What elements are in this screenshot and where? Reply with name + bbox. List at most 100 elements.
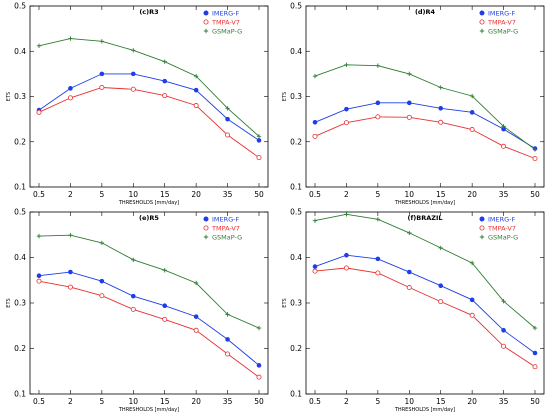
y-tick-label: 0.3 — [290, 92, 302, 101]
data-point — [501, 124, 506, 129]
x-tick-label: 0.5 — [309, 190, 321, 199]
data-point — [438, 245, 443, 251]
y-tick-label: 0.1 — [14, 390, 26, 399]
x-tick-label: 15 — [160, 190, 170, 199]
x-tick-label: 2 — [68, 190, 73, 199]
data-point — [68, 233, 73, 238]
x-tick-label: 35 — [499, 397, 509, 406]
y-tick-label: 0.5 — [14, 2, 26, 11]
x-tick-label: 5 — [375, 397, 380, 406]
y-tick-label: 0.4 — [290, 47, 302, 56]
series-line-gsmap-g — [314, 64, 536, 150]
legend-label: GSMaP-G — [488, 28, 518, 36]
data-point — [344, 212, 349, 217]
legend-marker — [479, 225, 485, 231]
data-point — [130, 306, 136, 312]
legend-entry-imerg-f: IMERG-F — [479, 216, 516, 224]
x-tick-label: 35 — [223, 397, 233, 406]
x-tick-label: 20 — [467, 397, 477, 406]
data-point — [312, 264, 318, 269]
legend-label: TMPA-V7 — [487, 225, 516, 233]
data-point — [193, 73, 199, 79]
data-point — [375, 114, 381, 120]
legend-label: TMPA-V7 — [211, 225, 240, 233]
x-tick-label: 50 — [530, 190, 540, 199]
series-line-imerg-f — [314, 102, 536, 149]
data-point — [130, 86, 136, 92]
data-point — [343, 265, 349, 271]
data-point — [438, 283, 444, 289]
legend-label: TMPA-V7 — [487, 19, 516, 27]
x-tick-label: 10 — [405, 190, 415, 199]
data-point — [36, 43, 42, 49]
x-tick-label: 10 — [405, 397, 415, 406]
data-point — [469, 93, 475, 99]
data-point — [99, 39, 105, 44]
data-point — [256, 138, 262, 143]
data-point — [36, 233, 42, 239]
y-tick-label: 0.3 — [290, 299, 302, 308]
data-point — [344, 62, 349, 68]
data-point — [225, 132, 231, 138]
data-point — [162, 268, 167, 273]
data-point — [193, 314, 199, 319]
data-point — [532, 325, 538, 331]
data-point — [406, 114, 412, 120]
x-tick-label: 10 — [129, 190, 139, 199]
data-point — [532, 350, 538, 356]
data-point — [67, 284, 73, 290]
x-tick-label: 15 — [436, 397, 446, 406]
data-point — [469, 312, 475, 318]
data-point — [469, 110, 475, 115]
data-point — [256, 374, 262, 380]
y-tick-label: 0.1 — [290, 183, 302, 192]
data-point — [193, 103, 199, 109]
data-point — [99, 84, 105, 90]
data-point — [36, 278, 42, 284]
panel-title: (e)R5 — [139, 214, 159, 222]
y-axis-label: ETS — [282, 92, 288, 101]
x-tick-label: 2 — [344, 190, 349, 199]
legend-entry-gsmap-g: GSMaP-G — [203, 28, 242, 36]
data-point — [438, 299, 444, 305]
y-tick-label: 0.2 — [290, 137, 302, 146]
data-point — [312, 268, 318, 274]
x-tick-label: 50 — [254, 397, 264, 406]
data-point — [193, 327, 199, 333]
data-point — [406, 100, 412, 106]
legend-label: IMERG-F — [488, 216, 516, 224]
legend-entry-tmpa-v7: TMPA-V7 — [479, 225, 516, 233]
data-point — [375, 217, 381, 222]
data-point — [256, 363, 262, 368]
data-point — [68, 36, 73, 41]
data-point — [532, 155, 538, 161]
legend-marker — [203, 216, 209, 222]
chart-panel-2: 0.1 0.2 0.3 0.4 0.5 0.5 2 5 10 15 20 35 50 THRESHOLDS… — [282, 2, 545, 206]
x-tick-label: 2 — [344, 397, 349, 406]
data-point — [99, 278, 105, 284]
legend-marker — [479, 28, 485, 34]
data-point — [162, 316, 168, 322]
legend-label: IMERG-F — [212, 216, 240, 224]
y-tick-label: 0.4 — [14, 47, 26, 56]
data-point — [67, 95, 73, 101]
data-point — [99, 71, 105, 77]
data-point — [162, 78, 168, 84]
x-tick-label: 20 — [191, 190, 201, 199]
y-tick-label: 0.4 — [290, 253, 302, 262]
legend-label: GSMaP-G — [212, 234, 242, 242]
y-tick-label: 0.1 — [14, 183, 26, 192]
data-point — [225, 351, 231, 357]
panel-title: (c)R3 — [139, 8, 158, 16]
chart-panel-1: 0.1 0.2 0.3 0.4 0.5 0.5 2 5 10 15 20 35 50 THRESHOLDS… — [6, 2, 269, 206]
data-point — [225, 106, 230, 111]
data-point — [36, 109, 42, 115]
x-axis-label: THRESHOLDS [mm/day] — [394, 200, 455, 206]
data-point — [532, 147, 538, 152]
legend-entry-gsmap-g: GSMaP-G — [203, 234, 242, 242]
data-point — [162, 303, 168, 309]
legend-marker — [203, 10, 209, 16]
data-point — [344, 106, 349, 112]
x-tick-label: 0.5 — [309, 397, 321, 406]
x-tick-label: 5 — [99, 190, 104, 199]
